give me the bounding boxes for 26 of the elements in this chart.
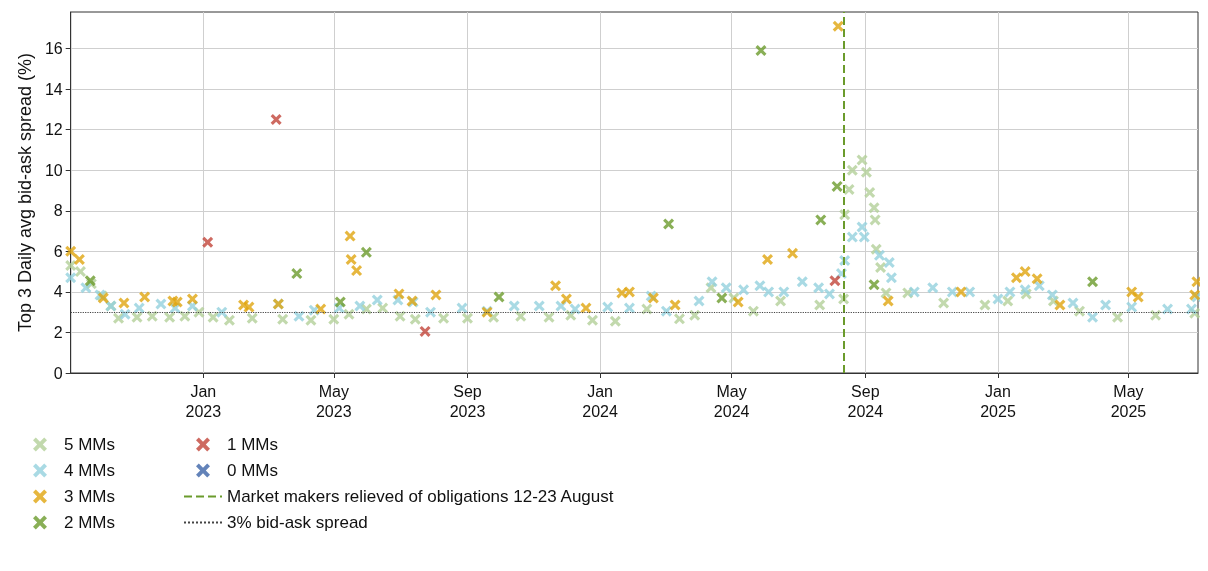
x-tick-label: Sep 2023 bbox=[449, 382, 486, 420]
legend-label: 2 MMs bbox=[64, 513, 115, 532]
y-tick-label: 14 bbox=[44, 80, 63, 98]
x-tick-label: May 2023 bbox=[315, 382, 352, 420]
y-tick-label: 10 bbox=[44, 161, 63, 179]
y-tick-label: 2 bbox=[53, 323, 63, 341]
y-tick-label: 16 bbox=[44, 40, 63, 58]
x-tick-label: Sep 2024 bbox=[847, 382, 884, 420]
x-tick-label: May 2024 bbox=[713, 382, 750, 420]
legend-label: 4 MMs bbox=[64, 461, 115, 480]
legend-label: 3% bid-ask spread bbox=[227, 513, 368, 532]
y-axis-title: Top 3 Daily avg bid-ask spread (%) bbox=[15, 52, 35, 333]
legend-label: 3 MMs bbox=[64, 487, 115, 506]
legend-label: 5 MMs bbox=[64, 435, 115, 454]
y-tick-label: 0 bbox=[53, 364, 63, 382]
x-tick-label: Jan 2024 bbox=[582, 382, 618, 420]
x-tick-label: Jan 2025 bbox=[980, 382, 1016, 420]
legend-label: Market makers relieved of obligations 12-23 August bbox=[227, 487, 614, 506]
y-tick-label: 12 bbox=[44, 121, 63, 139]
x-tick-label: Jan 2023 bbox=[185, 382, 222, 420]
x-tick-label: May 2025 bbox=[1110, 382, 1147, 420]
y-tick-label: 6 bbox=[53, 242, 63, 260]
legend-label: 0 MMs bbox=[227, 461, 278, 480]
y-tick-label: 8 bbox=[53, 202, 63, 220]
y-tick-label: 4 bbox=[53, 283, 63, 301]
legend-label: 1 MMs bbox=[227, 435, 278, 454]
